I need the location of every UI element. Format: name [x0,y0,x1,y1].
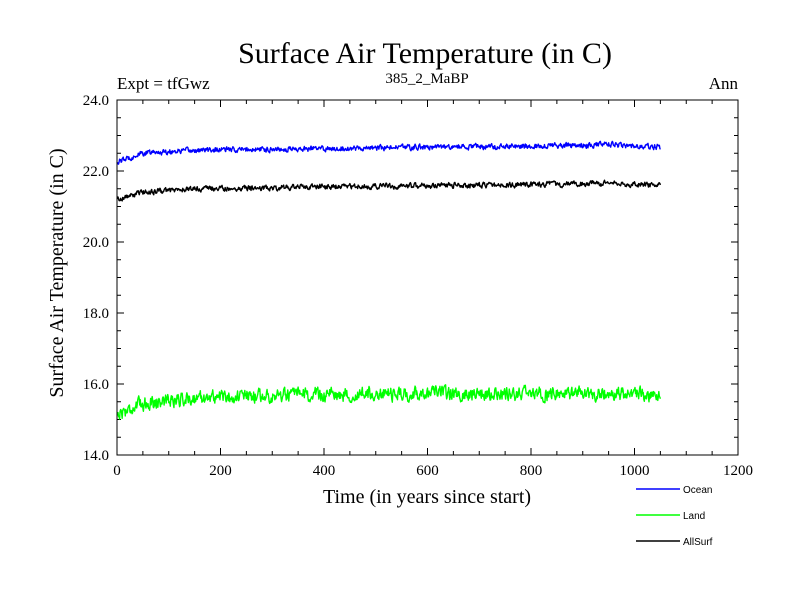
x-tick-label: 200 [209,463,232,479]
chart-subtitle: 385_2_MaBP [385,71,468,87]
chart-title: Surface Air Temperature (in C) [238,37,612,70]
expt-label: Expt = tfGwz [117,74,210,93]
x-tick-label: 600 [416,463,439,479]
y-tick-label: 24.0 [83,93,109,109]
series-line-allsurf [116,179,662,202]
x-tick-label: 400 [313,463,336,479]
period-label: Ann [709,74,739,93]
y-tick-label: 16.0 [83,377,109,393]
axis-ticks [116,99,739,456]
legend-label-ocean: Ocean [683,485,712,496]
x-tick-label: 800 [520,463,543,479]
plot-frame [116,99,739,456]
axis-tick-labels: 0 200 400 600 800 1000 1200 14.0 16.0 18.0 20.0 22.… [83,93,753,479]
legend-label-land: Land [683,511,705,522]
legend-label-allsurf: AllSurf [683,537,713,548]
series-line-ocean [116,140,662,165]
x-tick-label: 0 [113,463,121,479]
y-tick-label: 18.0 [83,306,109,322]
x-tick-label: 1200 [723,463,753,479]
series-line-land [116,384,662,420]
x-tick-label: 1000 [620,463,650,479]
y-axis-label: Surface Air Temperature (in C) [46,148,68,397]
y-tick-label: 20.0 [83,235,109,251]
x-axis-label: Time (in years since start) [323,486,531,508]
y-tick-label: 22.0 [83,164,109,180]
legend: Ocean Land AllSurf [636,485,713,548]
y-tick-label: 14.0 [83,448,109,464]
plot-series [116,140,662,420]
